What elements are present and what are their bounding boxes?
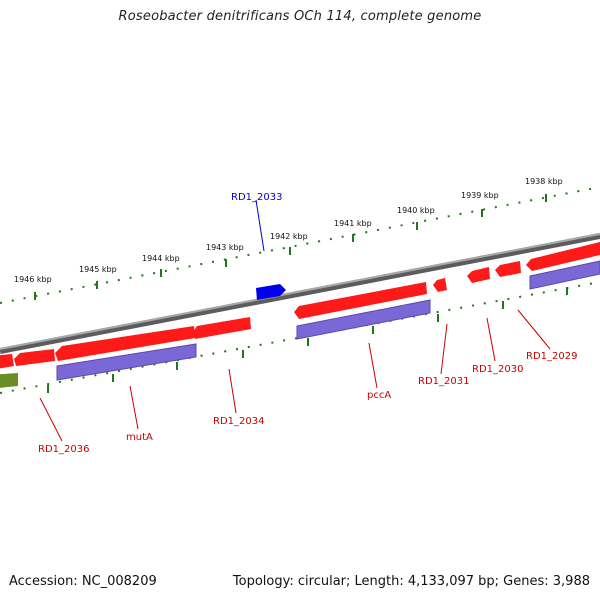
gene-arrow-pccA[interactable] (294, 282, 427, 319)
gene-label-rd1-2033[interactable]: RD1_2033 (231, 192, 282, 203)
tick-label-1940: 1940 kbp (397, 206, 435, 215)
gene-label-rd1-2034[interactable]: RD1_2034 (213, 416, 264, 427)
gene-label-rd1-2029[interactable]: RD1_2029 (526, 351, 577, 362)
tick-label-1939: 1939 kbp (461, 191, 499, 200)
tick-label-1944: 1944 kbp (142, 254, 180, 263)
gene-label-pccA[interactable]: pccA (367, 390, 391, 401)
gene-arrow-rd1-2033[interactable] (256, 284, 286, 300)
genome-backbone (0, 233, 600, 354)
accession-text: Accession: NC_008209 (9, 574, 157, 589)
tick-label-1941: 1941 kbp (334, 219, 372, 228)
gene-arrow-rd1-2030b[interactable] (495, 261, 521, 277)
gene-arrow-mutA[interactable] (55, 326, 195, 361)
feature-bar-rd1-2029[interactable] (529, 260, 600, 290)
tick-label-1945: 1945 kbp (79, 265, 117, 274)
feature-bar-mutA[interactable] (56, 343, 197, 381)
major-ticks-inner (47, 287, 568, 393)
gene-arrow-rd1-2029[interactable] (526, 242, 600, 271)
tick-label-1946: 1946 kbp (14, 275, 52, 284)
label-leaders (39, 199, 551, 442)
gene-arrow-rd1-2030[interactable] (467, 267, 490, 283)
gene-label-mutA[interactable]: mutA (126, 432, 153, 443)
tick-label-1942: 1942 kbp (270, 232, 308, 241)
outer-tick-ring (0, 186, 600, 304)
gene-arrow-rd1-2034[interactable] (193, 317, 251, 339)
map-title: Roseobacter denitrificans OCh 114, compl… (118, 9, 482, 24)
gene-label-rd1-2031[interactable]: RD1_2031 (418, 376, 469, 387)
gene-label-rd1-2036[interactable]: RD1_2036 (38, 444, 89, 455)
gene-label-rd1-2030[interactable]: RD1_2030 (472, 364, 523, 375)
gene-arrow-rd1-2036[interactable] (14, 349, 55, 366)
gene-arrow-rd1-2031[interactable] (433, 278, 447, 292)
major-ticks-outer (34, 194, 547, 300)
feature-bar-pccA[interactable] (296, 299, 431, 340)
tick-label-1938: 1938 kbp (525, 177, 563, 186)
feature-bar-olive[interactable] (0, 373, 18, 389)
tick-label-1943: 1943 kbp (206, 243, 244, 252)
topology-text: Topology: circular; Length: 4,133,097 bp… (232, 574, 590, 589)
gene-arrow-edge[interactable] (0, 354, 14, 370)
